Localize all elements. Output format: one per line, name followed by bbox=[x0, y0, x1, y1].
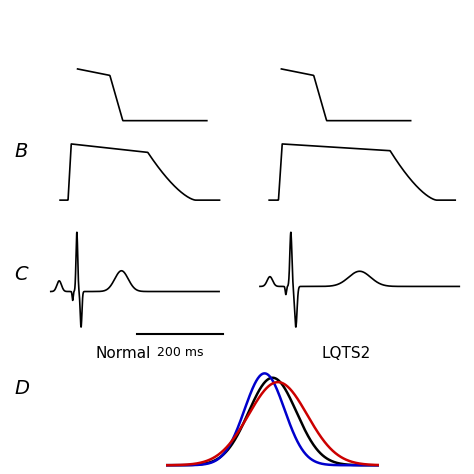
Text: D: D bbox=[14, 379, 29, 398]
Text: B: B bbox=[14, 142, 27, 161]
Text: 200 ms: 200 ms bbox=[157, 346, 203, 359]
Text: LQTS2: LQTS2 bbox=[321, 346, 371, 361]
Text: C: C bbox=[14, 265, 28, 284]
Text: Normal: Normal bbox=[96, 346, 151, 361]
